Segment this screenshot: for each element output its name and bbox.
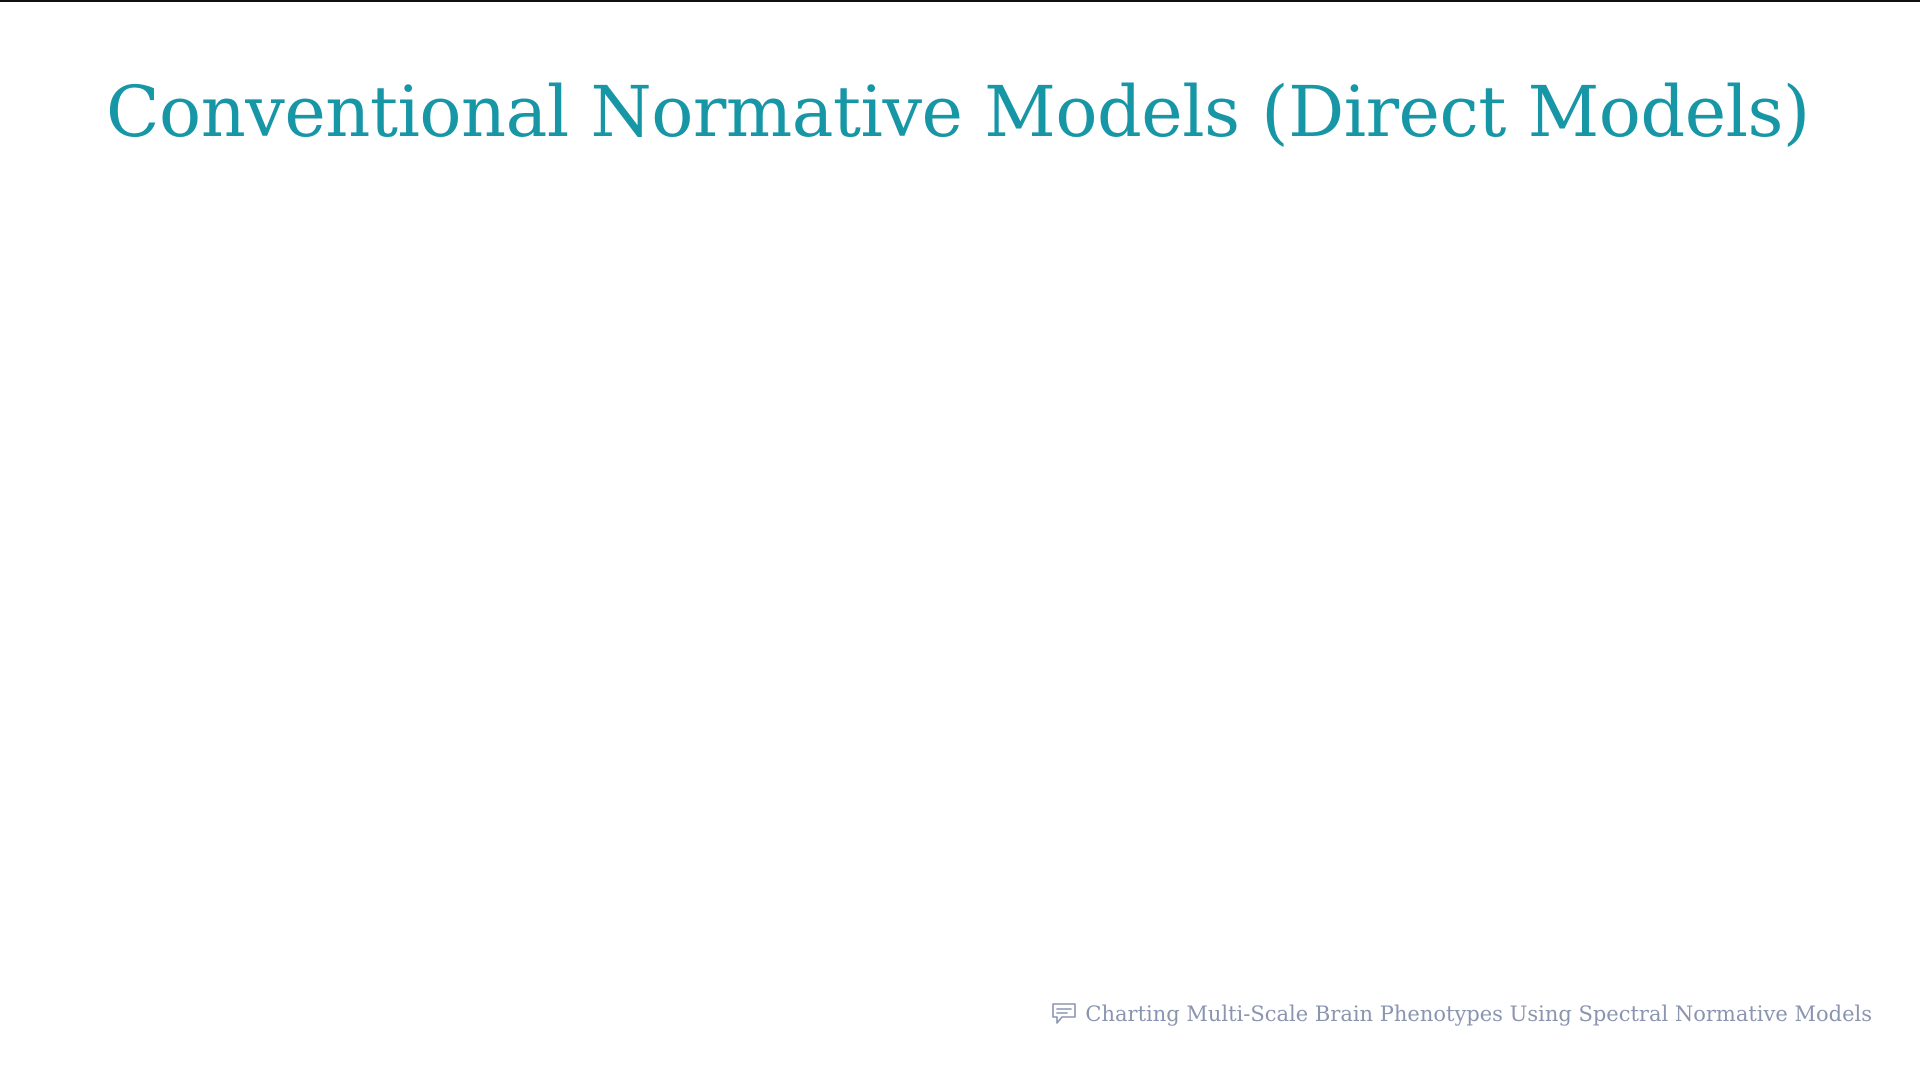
slide-title: Conventional Normative Models (Direct Mo… [106,71,1810,153]
footer-text: Charting Multi-Scale Brain Phenotypes Us… [1085,1002,1872,1026]
top-divider [0,0,1920,2]
comment-icon [1051,1002,1077,1026]
footer-link[interactable]: Charting Multi-Scale Brain Phenotypes Us… [1051,1002,1872,1026]
